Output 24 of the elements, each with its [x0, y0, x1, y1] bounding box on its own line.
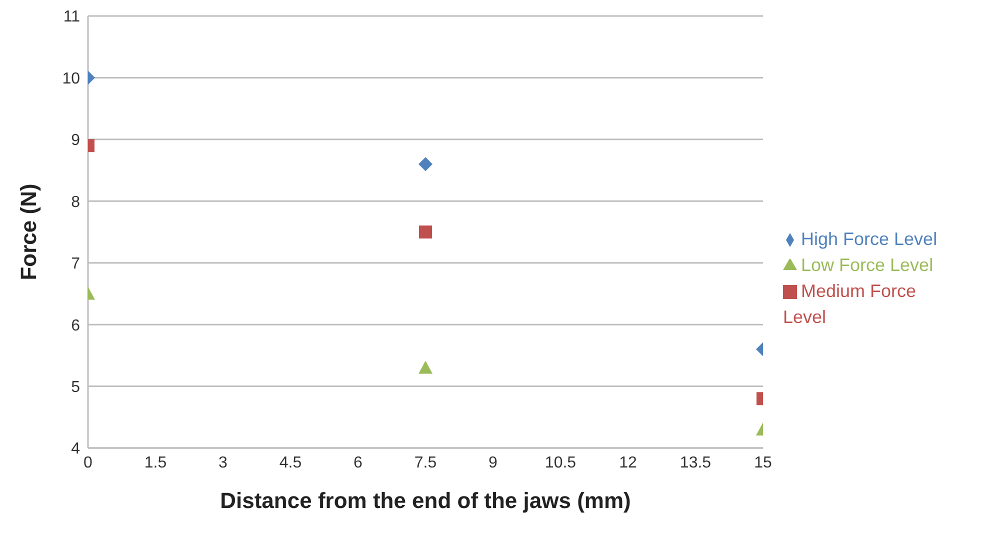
x-tick-label: 6: [354, 454, 363, 472]
x-tick-label: 1.5: [144, 454, 167, 472]
x-tick-label: 10.5: [544, 454, 576, 472]
x-tick-label: 12: [619, 454, 637, 472]
x-axis-title: Distance from the end of the jaws (mm): [220, 488, 631, 513]
x-tick-label: 15: [754, 454, 772, 472]
y-tick-label: 6: [71, 317, 80, 334]
legend-label: High Force Level: [801, 229, 938, 249]
x-tick-label: 0: [84, 454, 93, 472]
x-tick-label: 4.5: [279, 454, 302, 472]
y-tick-label: 8: [71, 194, 80, 211]
legend-label: Low Force Level: [801, 255, 934, 275]
x-tick-label: 3: [218, 454, 228, 472]
y-axis-title: Force (N): [16, 184, 41, 280]
y-tick-label: 9: [71, 132, 80, 150]
y-tick-label: 10: [62, 70, 80, 88]
y-tick-label: 7: [71, 256, 80, 273]
y-tick-label: 5: [71, 378, 80, 396]
y-tick-label: 4: [71, 440, 80, 458]
x-tick-label: 9: [488, 454, 498, 472]
x-tick-label: 7.5: [414, 454, 437, 472]
x-tick-label: 13.5: [680, 454, 712, 472]
y-tick-label: 11: [63, 8, 80, 26]
legend-label: Medium Force Level: [783, 281, 916, 327]
